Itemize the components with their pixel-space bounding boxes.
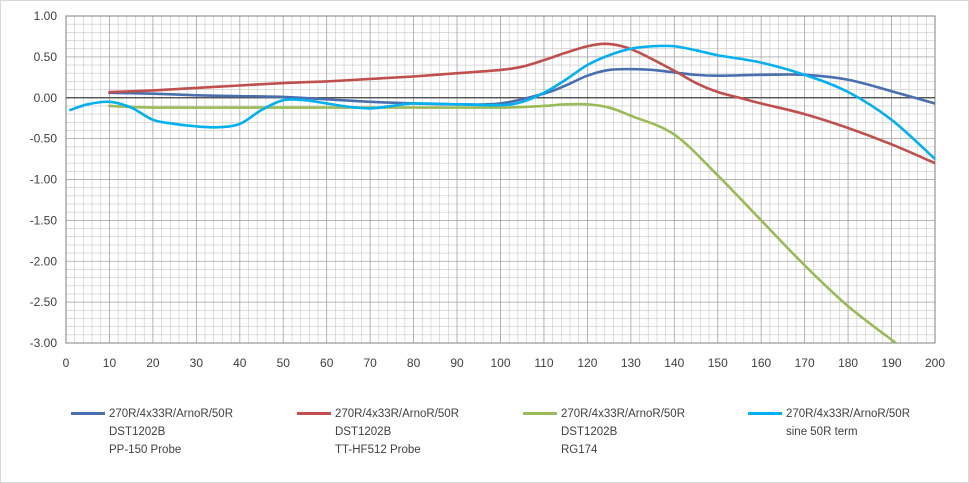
x-tick-label: 160 <box>751 356 771 370</box>
legend-label: 270R/4x33R/ArnoR/50R sine 50R term <box>786 405 910 441</box>
x-tick-label: 0 <box>63 356 70 370</box>
legend-label-line: DST1202B <box>335 426 392 438</box>
x-tick-label: 200 <box>925 356 945 370</box>
y-tick-label: 0.00 <box>34 91 58 105</box>
legend-swatch <box>297 412 331 415</box>
legend-label-line: DST1202B <box>109 426 166 438</box>
y-tick-label: -1.50 <box>30 213 58 227</box>
x-tick-label: 80 <box>407 356 421 370</box>
x-axis-tick-labels: 0 10 20 30 40 50 60 70 80 90 100 110 120 130 140 150 160… <box>63 356 946 370</box>
series-line-2 <box>108 42 935 165</box>
line-chart: 1.00 0.50 0.00 -0.50 -1.00 -1.50 -2.00 -2.50 -3.… <box>30 9 946 370</box>
legend-swatch <box>748 412 782 415</box>
y-tick-label: -2.00 <box>30 254 58 268</box>
x-tick-label: 10 <box>103 356 117 370</box>
y-tick-label: -1.00 <box>30 173 58 187</box>
x-tick-label: 140 <box>664 356 684 370</box>
x-tick-label: 170 <box>795 356 815 370</box>
y-tick-label: -0.50 <box>30 132 58 146</box>
series-line-1 <box>108 67 935 106</box>
legend-label-line: RG174 <box>561 444 598 456</box>
x-tick-label: 20 <box>146 356 160 370</box>
series-line-4 <box>69 44 935 161</box>
x-tick-label: 50 <box>277 356 291 370</box>
x-tick-label: 100 <box>490 356 510 370</box>
legend-label: 270R/4x33R/ArnoR/50R DST1202B RG174 <box>561 405 685 459</box>
x-tick-label: 90 <box>450 356 464 370</box>
legend-label-line: sine 50R term <box>786 426 858 438</box>
legend-label-line: DST1202B <box>561 426 618 438</box>
x-tick-label: 30 <box>190 356 204 370</box>
legend: 270R/4x33R/ArnoR/50R DST1202B PP-150 Probe… <box>1 405 969 465</box>
legend-swatch <box>523 412 557 415</box>
y-tick-label: 1.00 <box>34 9 58 23</box>
y-tick-label: -2.50 <box>30 295 58 309</box>
x-tick-label: 60 <box>320 356 334 370</box>
y-axis-tick-labels: 1.00 0.50 0.00 -0.50 -1.00 -1.50 -2.00 -2.50 -3.… <box>30 9 58 350</box>
series-lines <box>69 42 935 343</box>
legend-label-line: 270R/4x33R/ArnoR/50R <box>561 408 686 420</box>
legend-label: 270R/4x33R/ArnoR/50R DST1202B TT-HF512 Pro… <box>335 405 459 459</box>
x-tick-label: 110 <box>534 356 553 370</box>
x-tick-label: 40 <box>233 356 247 370</box>
axes <box>65 15 936 344</box>
x-tick-label: 190 <box>882 356 902 370</box>
y-tick-label: -3.00 <box>30 336 58 350</box>
x-tick-label: 70 <box>363 356 377 370</box>
x-tick-label: 150 <box>708 356 728 370</box>
y-tick-label: 0.50 <box>34 50 58 64</box>
legend-swatch <box>71 412 105 415</box>
legend-label: 270R/4x33R/ArnoR/50R DST1202B PP-150 Probe <box>109 405 233 459</box>
legend-label-line: 270R/4x33R/ArnoR/50R <box>109 408 234 420</box>
plot-area-border <box>65 15 936 344</box>
x-tick-label: 180 <box>838 356 858 370</box>
x-tick-label: 130 <box>621 356 641 370</box>
legend-label-line: 270R/4x33R/ArnoR/50R <box>786 408 911 420</box>
x-tick-label: 120 <box>577 356 597 370</box>
legend-label-line: PP-150 Probe <box>109 444 182 456</box>
grid <box>65 15 936 344</box>
legend-label-line: 270R/4x33R/ArnoR/50R <box>335 408 460 420</box>
series-line-3 <box>108 102 898 343</box>
legend-label-line: TT-HF512 Probe <box>335 444 421 456</box>
